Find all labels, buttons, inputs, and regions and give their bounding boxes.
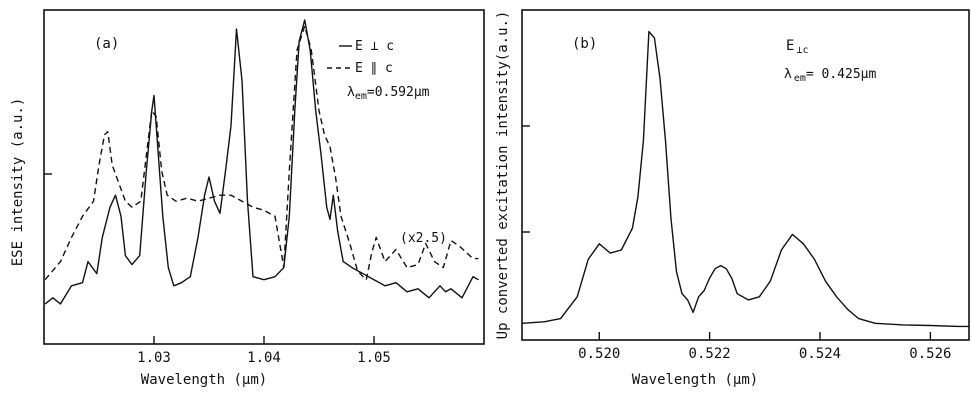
panel-b: 0.520 0.522 0.524 0.526 (b) E ⊥c λ em= 0.425μ… <box>495 9 970 388</box>
panel-b-x-ticks: 0.520 0.522 0.524 0.526 <box>578 332 951 362</box>
panel-a-series-dashed-line <box>44 25 479 281</box>
panel-b-label: (b) <box>572 36 597 52</box>
panel-a-series-group <box>44 19 479 305</box>
panel-a-x-axis-label: Wavelength (μm) <box>141 372 267 388</box>
panel-a-label: (a) <box>94 36 119 52</box>
panel-a-series-solid-line <box>44 19 479 305</box>
panel-b-lambda-annotation: λ em= 0.425μm <box>784 67 876 84</box>
panel-b-x-tick-label: 0.524 <box>799 346 841 362</box>
panel-b-field-annotation: E ⊥c <box>786 38 808 56</box>
panel-b-series-solid-line <box>521 30 969 328</box>
panel-b-series-group <box>521 30 969 328</box>
panel-b-x-axis-label: Wavelength (μm) <box>632 372 758 388</box>
panel-b-y-ticks <box>522 125 530 233</box>
panel-b-x-tick-label: 0.526 <box>909 346 951 362</box>
legend-entry-e-perp-c: E ⊥ c <box>355 39 394 54</box>
panel-a-frame <box>43 9 485 345</box>
legend-entry-e-par-c: E ∥ c <box>355 61 393 76</box>
panel-b-x-tick-label: 0.520 <box>578 346 620 362</box>
panel-a-x-tick-label: 1.05 <box>357 350 391 366</box>
panel-a-legend: E ⊥ c E ∥ c <box>327 39 394 76</box>
panel-a-scale-annotation: (x2.5) <box>400 231 447 246</box>
panel-a-x-tick-label: 1.04 <box>247 350 281 366</box>
panel-b-y-axis-label: Up converted excitation intensity(a.u.) <box>495 11 511 340</box>
panel-a-y-axis-label: ESE intensity (a.u.) <box>10 98 26 267</box>
panel-a: 1.03 1.04 1.05 (a) E ⊥ c E ∥ c λem=0.592μm… <box>10 9 485 388</box>
panel-a-x-ticks: 1.03 1.04 1.05 <box>137 336 391 366</box>
panel-a-lambda-annotation: λem=0.592μm <box>347 85 430 102</box>
panel-b-frame <box>521 9 970 341</box>
panel-b-x-tick-label: 0.522 <box>689 346 731 362</box>
panel-a-x-tick-label: 1.03 <box>137 350 171 366</box>
